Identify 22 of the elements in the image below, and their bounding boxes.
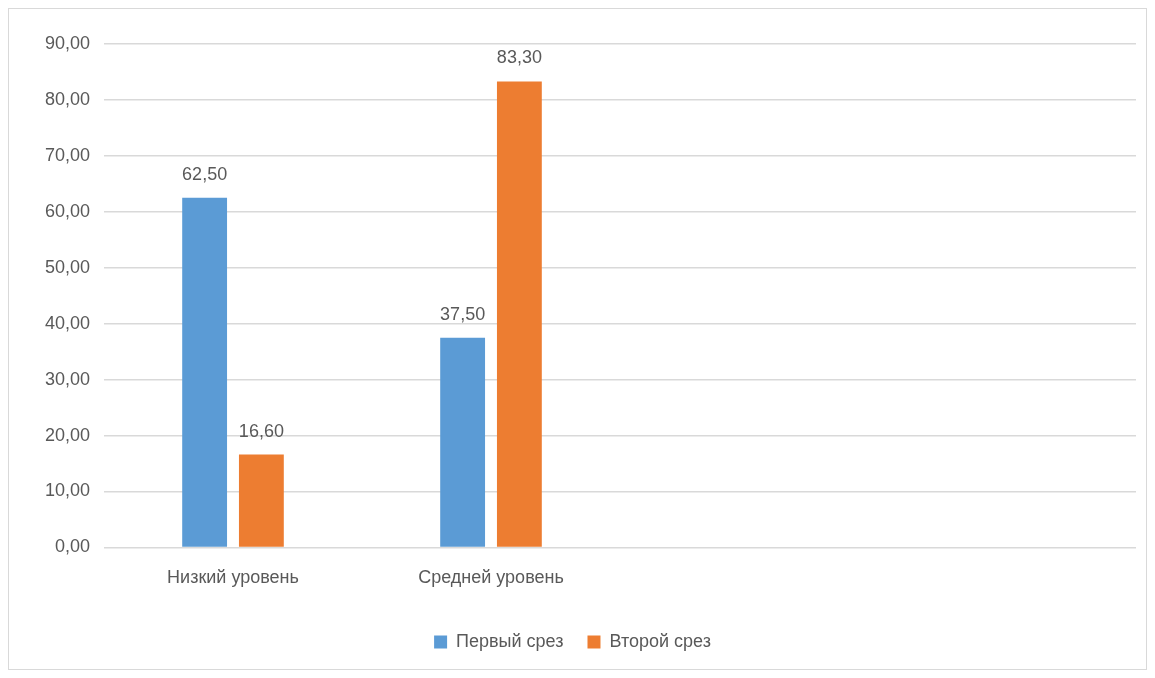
y-tick-label: 20,00 — [44, 424, 90, 445]
bar — [496, 81, 542, 547]
bar — [182, 197, 228, 547]
y-tick-label: 90,00 — [44, 32, 90, 53]
data-label: 83,30 — [496, 47, 542, 68]
legend-label: Второй срез — [609, 630, 711, 651]
x-tick-label: Средней уровень — [418, 567, 564, 588]
y-tick-label: 0,00 — [54, 536, 90, 557]
y-tick-label: 30,00 — [44, 368, 90, 389]
bar — [238, 454, 284, 547]
y-tick-label: 10,00 — [44, 480, 90, 501]
data-label: 16,60 — [238, 420, 284, 441]
legend-label: Первый срез — [456, 630, 564, 651]
y-tick-label: 80,00 — [44, 88, 90, 109]
data-label: 62,50 — [182, 163, 228, 184]
data-label: 37,50 — [440, 303, 486, 324]
y-tick-label: 70,00 — [44, 144, 90, 165]
y-tick-label: 40,00 — [44, 312, 90, 333]
y-tick-label: 50,00 — [44, 256, 90, 277]
bar — [440, 337, 486, 547]
y-tick-label: 60,00 — [44, 200, 90, 221]
x-tick-label: Низкий уровень — [167, 567, 299, 588]
